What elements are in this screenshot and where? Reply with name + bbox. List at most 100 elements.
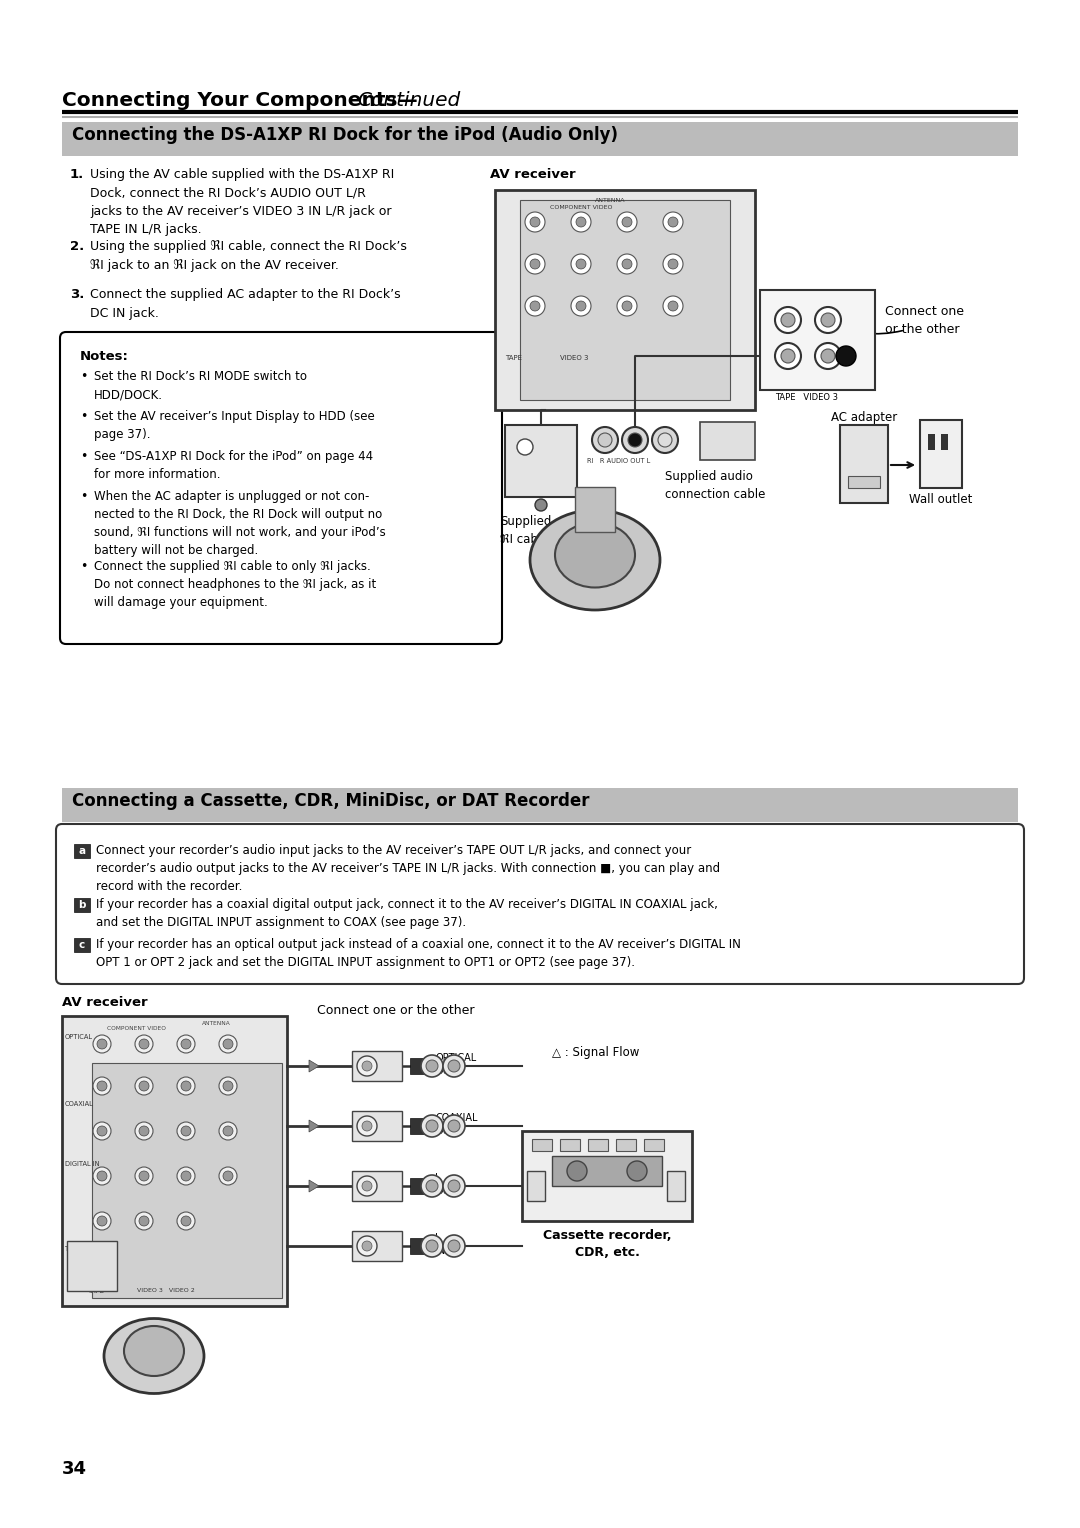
Bar	[67, 1241, 117, 1291]
Text: 34: 34	[62, 1459, 87, 1478]
Circle shape	[571, 296, 591, 316]
Circle shape	[627, 1161, 647, 1181]
Circle shape	[622, 217, 632, 228]
Circle shape	[181, 1080, 191, 1091]
Bar	[527, 1170, 545, 1201]
Circle shape	[669, 217, 678, 228]
Circle shape	[821, 348, 835, 364]
Text: L
IN: L IN	[435, 1233, 445, 1256]
Bar	[588, 1138, 608, 1151]
Text: Supplied audio
connection cable: Supplied audio connection cable	[665, 471, 766, 501]
Bar	[75, 938, 90, 952]
Circle shape	[139, 1080, 149, 1091]
Bar	[644, 1138, 664, 1151]
Text: Using the supplied ℜI cable, connect the RI Dock’s
ℜI jack to an ℜI jack on the : Using the supplied ℜI cable, connect the…	[90, 240, 407, 272]
Circle shape	[443, 1175, 465, 1196]
Circle shape	[93, 1034, 111, 1053]
Circle shape	[177, 1122, 195, 1140]
Text: IN      IN: IN IN	[775, 298, 814, 309]
Circle shape	[426, 1120, 438, 1132]
Circle shape	[219, 1034, 237, 1053]
Bar	[552, 1157, 662, 1186]
Circle shape	[362, 1060, 372, 1071]
Bar	[561, 1138, 580, 1151]
Text: REMOTE
CONTROL: REMOTE CONTROL	[524, 460, 557, 474]
Circle shape	[97, 1039, 107, 1050]
Circle shape	[448, 1120, 460, 1132]
Text: 1.: 1.	[70, 168, 84, 180]
Circle shape	[357, 1056, 377, 1076]
Text: COAXIAL
OUT: COAXIAL OUT	[435, 1112, 477, 1137]
Text: DIGITAL IN: DIGITAL IN	[65, 1161, 99, 1167]
Circle shape	[669, 301, 678, 312]
Circle shape	[669, 260, 678, 269]
Bar	[352, 1170, 402, 1201]
Circle shape	[571, 254, 591, 274]
Circle shape	[222, 1126, 233, 1135]
Circle shape	[139, 1170, 149, 1181]
Ellipse shape	[124, 1326, 184, 1377]
Circle shape	[135, 1077, 153, 1096]
Text: •: •	[80, 559, 87, 573]
Circle shape	[97, 1216, 107, 1225]
Circle shape	[135, 1122, 153, 1140]
Text: ANTENNA: ANTENNA	[595, 199, 625, 203]
Circle shape	[525, 212, 545, 232]
Bar	[505, 425, 577, 497]
Circle shape	[622, 301, 632, 312]
Text: •: •	[80, 370, 87, 384]
Circle shape	[627, 432, 642, 448]
Bar	[495, 189, 755, 410]
Bar	[532, 1138, 552, 1151]
Bar	[352, 1232, 402, 1261]
Circle shape	[530, 260, 540, 269]
Text: Connect the supplied AC adapter to the RI Dock’s
DC IN jack.: Connect the supplied AC adapter to the R…	[90, 287, 401, 319]
Ellipse shape	[530, 510, 660, 610]
Text: 3.: 3.	[70, 287, 84, 301]
Text: OPTICAL: OPTICAL	[65, 1034, 93, 1041]
Circle shape	[448, 1180, 460, 1192]
FancyBboxPatch shape	[60, 332, 502, 643]
Text: VIDEO 3: VIDEO 3	[561, 354, 589, 361]
Circle shape	[97, 1080, 107, 1091]
Circle shape	[517, 439, 534, 455]
Text: DC IN 5V 1A: DC IN 5V 1A	[707, 439, 746, 443]
Bar	[62, 1016, 287, 1306]
Text: Connecting a Cassette, CDR, MiniDisc, or DAT Recorder: Connecting a Cassette, CDR, MiniDisc, or…	[72, 792, 590, 810]
Text: b: b	[78, 900, 85, 911]
Text: COMPONENT VIDEO: COMPONENT VIDEO	[107, 1025, 166, 1031]
Text: Connecting the DS-A1XP RI Dock for the iPod (Audio Only): Connecting the DS-A1XP RI Dock for the i…	[72, 125, 618, 144]
Text: a: a	[416, 1241, 422, 1251]
Circle shape	[177, 1034, 195, 1053]
Circle shape	[443, 1115, 465, 1137]
Bar	[848, 477, 880, 487]
Circle shape	[815, 342, 841, 368]
Circle shape	[222, 1170, 233, 1181]
Text: Connect your recorder’s audio input jacks to the AV receiver’s TAPE OUT L/R jack: Connect your recorder’s audio input jack…	[96, 843, 720, 892]
Circle shape	[571, 212, 591, 232]
Bar	[62, 788, 1018, 822]
Circle shape	[357, 1236, 377, 1256]
Text: When the AC adapter is unplugged or not con-
nected to the RI Dock, the RI Dock : When the AC adapter is unplugged or not …	[94, 490, 386, 558]
Bar	[352, 1051, 402, 1080]
Text: Connecting Your Components—: Connecting Your Components—	[62, 92, 418, 110]
Circle shape	[836, 345, 856, 367]
Text: If your recorder has an optical output jack instead of a coaxial one, connect it: If your recorder has an optical output j…	[96, 938, 741, 969]
Bar	[941, 434, 948, 451]
Circle shape	[663, 296, 683, 316]
Text: TAPE: TAPE	[505, 354, 522, 361]
Circle shape	[525, 254, 545, 274]
Text: See “DS-A1XP RI Dock for the iPod” on page 44
for more information.: See “DS-A1XP RI Dock for the iPod” on pa…	[94, 451, 373, 481]
Circle shape	[421, 1115, 443, 1137]
Circle shape	[576, 260, 586, 269]
Text: COMPONENT VIDEO: COMPONENT VIDEO	[550, 205, 612, 209]
Circle shape	[362, 1241, 372, 1251]
Circle shape	[177, 1167, 195, 1186]
Bar	[62, 122, 1018, 156]
Circle shape	[177, 1212, 195, 1230]
Bar	[840, 425, 888, 503]
Circle shape	[781, 348, 795, 364]
Circle shape	[219, 1077, 237, 1096]
Text: Connect the supplied ℜI cable to only ℜI jacks.
Do not connect headphones to the: Connect the supplied ℜI cable to only ℜI…	[94, 559, 376, 610]
Circle shape	[421, 1054, 443, 1077]
